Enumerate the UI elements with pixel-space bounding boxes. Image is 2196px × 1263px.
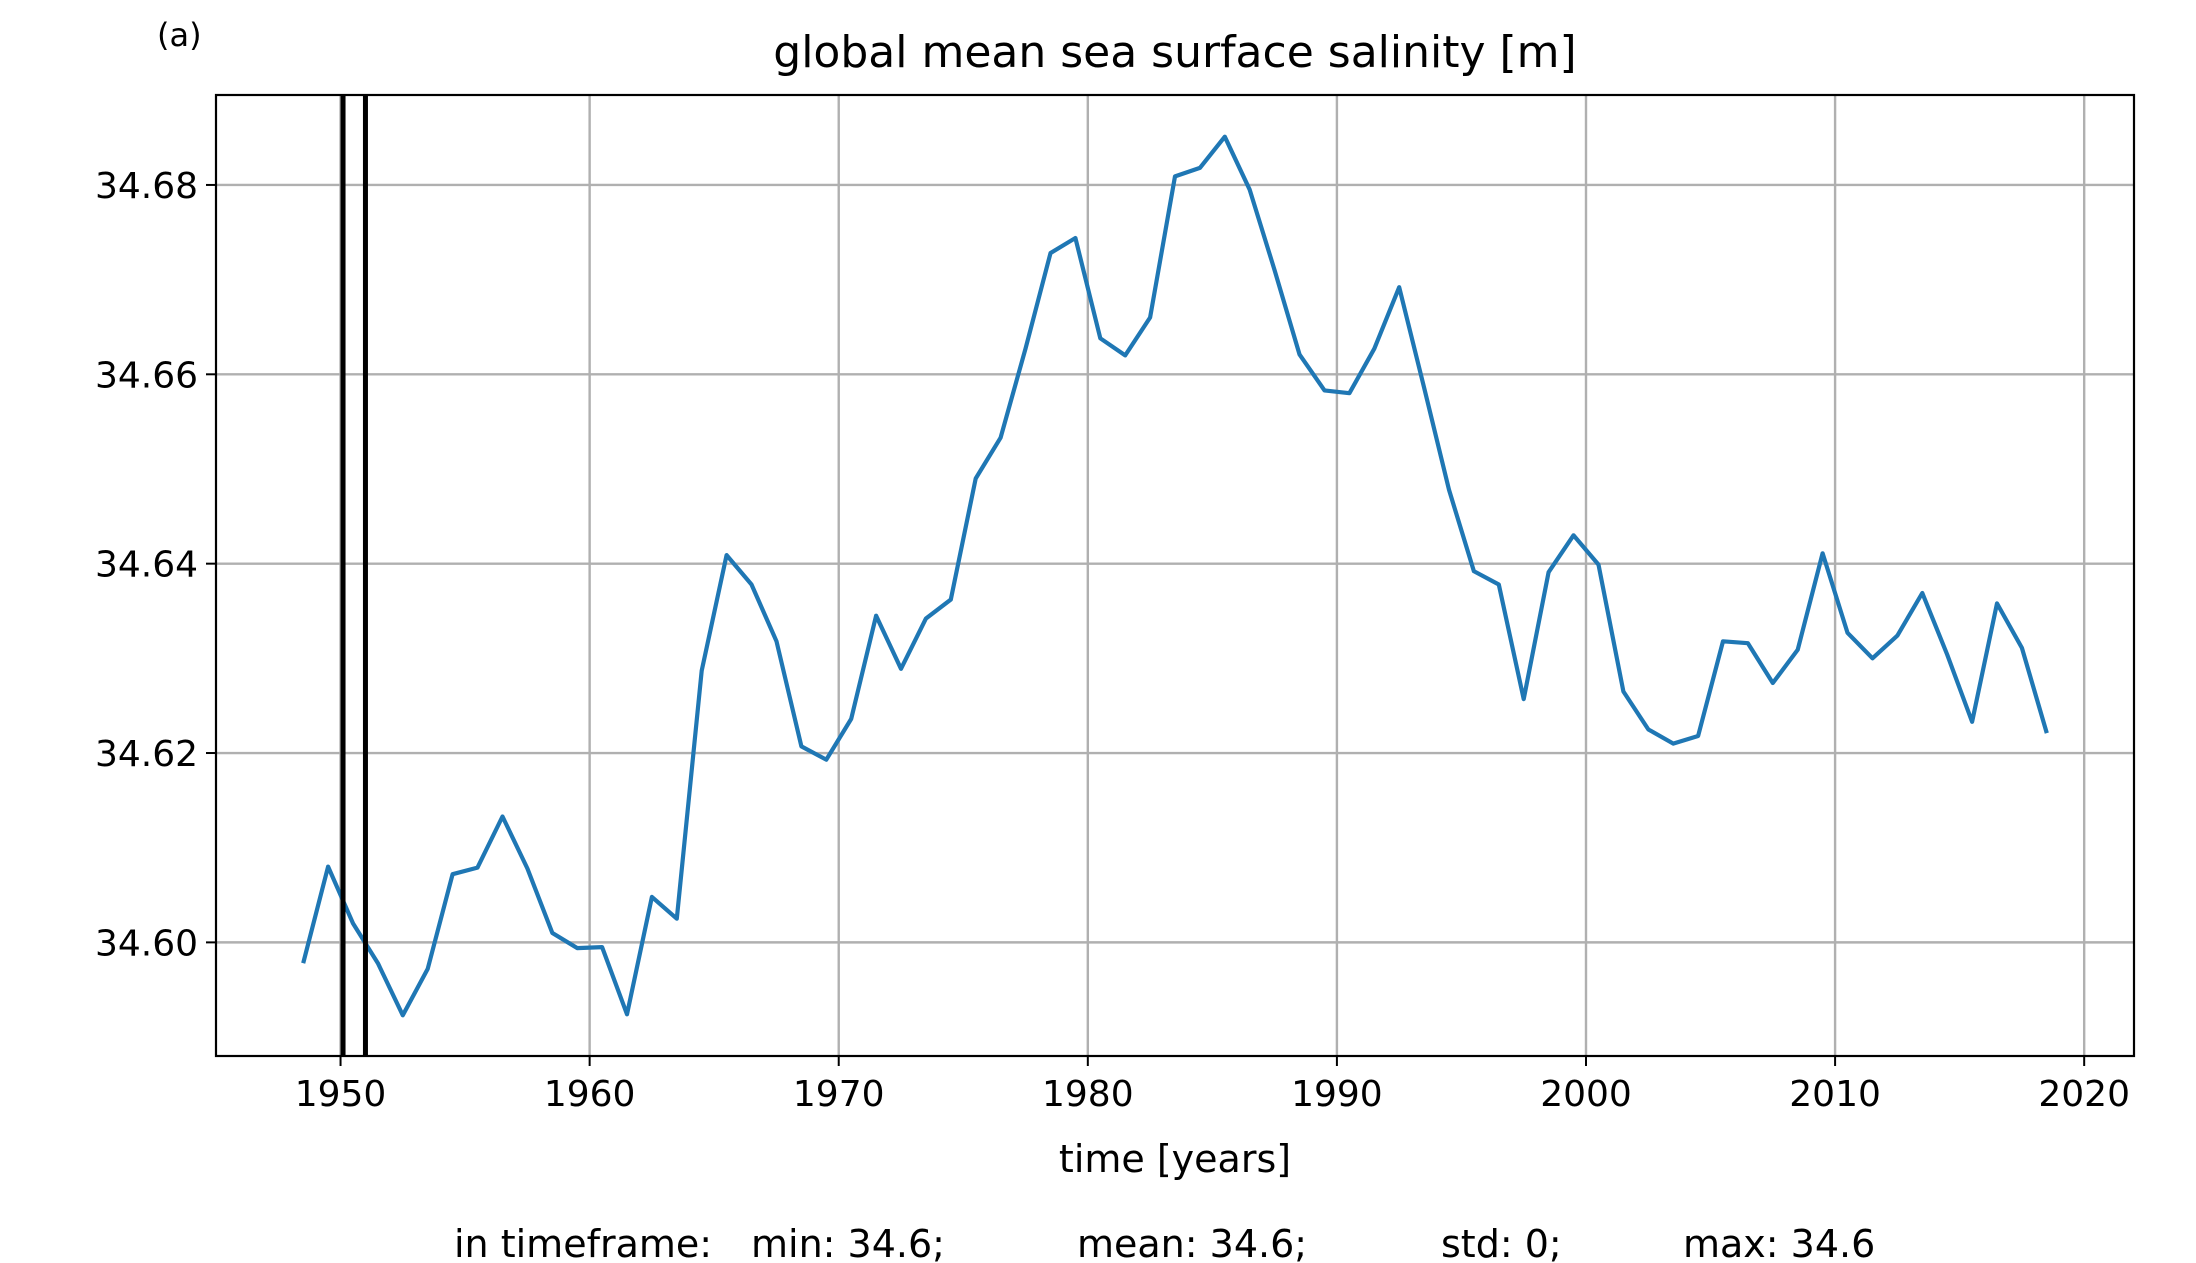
x-tick-label: 1960 — [544, 1074, 636, 1115]
axes-frame — [214, 93, 2136, 1058]
series-line — [301, 134, 2049, 1018]
y-tick-label: 34.68 — [95, 166, 198, 207]
x-tick-label: 1980 — [1042, 1074, 1134, 1115]
panel-label: (a) — [157, 16, 202, 54]
x-tick-label: 1990 — [1291, 1074, 1383, 1115]
y-tick-label: 34.60 — [95, 923, 198, 964]
x-tick-label: 1950 — [295, 1074, 387, 1115]
x-tick-label: 2020 — [2038, 1074, 2130, 1115]
x-tick-label: 2010 — [1789, 1074, 1881, 1115]
y-tick-label: 34.66 — [95, 355, 198, 396]
chart-title: global mean sea surface salinity [m] — [773, 27, 1576, 78]
x-axis: 1950 1960 1970 1980 1990 2000 2010 2020 — [295, 1056, 2130, 1115]
y-tick-label: 34.62 — [95, 734, 198, 775]
grid — [216, 95, 2134, 1056]
plot-area — [301, 95, 2049, 1056]
summary-mean: mean: 34.6; — [1077, 1222, 1307, 1263]
summary-line: in timeframe: min: 34.6; mean: 34.6; std… — [454, 1222, 1875, 1263]
x-axis-label: time [years] — [1059, 1137, 1291, 1181]
y-tick-label: 34.64 — [95, 545, 198, 586]
y-axis: 34.60 34.62 34.64 34.66 34.68 — [95, 166, 216, 964]
summary-prefix: in timeframe: — [454, 1222, 712, 1263]
summary-std: std: 0; — [1441, 1222, 1562, 1263]
x-tick-label: 1970 — [793, 1074, 885, 1115]
x-tick-label: 2000 — [1540, 1074, 1632, 1115]
summary-min: min: 34.6; — [751, 1222, 945, 1263]
summary-max: max: 34.6 — [1683, 1222, 1875, 1263]
